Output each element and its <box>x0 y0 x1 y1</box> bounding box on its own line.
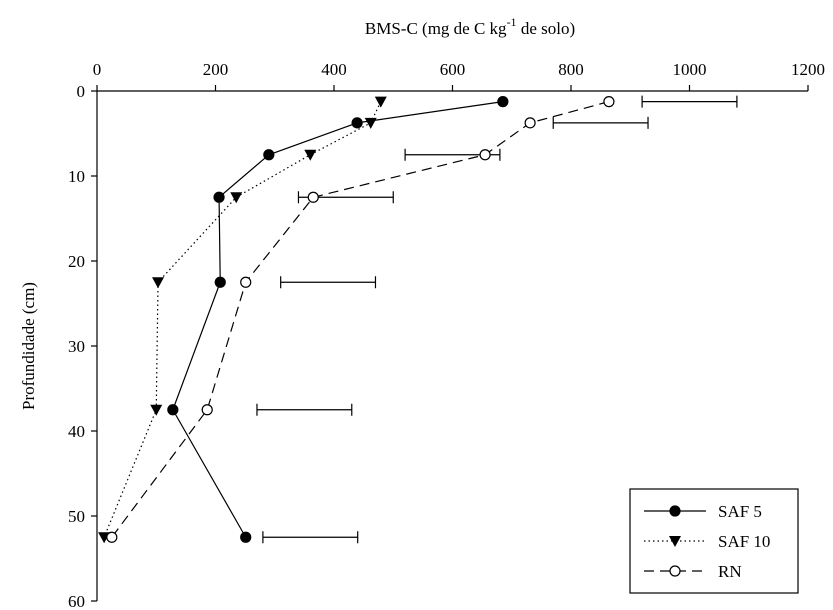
x-tick-label: 600 <box>440 60 466 79</box>
error-bar <box>262 531 359 544</box>
y-tick-label: 50 <box>68 507 85 526</box>
marker <box>374 96 387 108</box>
marker <box>524 117 536 129</box>
y-tick-label: 60 <box>68 592 85 610</box>
x-tick-label: 1200 <box>791 60 825 79</box>
marker <box>304 149 317 161</box>
marker <box>307 191 319 203</box>
marker <box>240 531 252 543</box>
y-tick-label: 30 <box>68 337 85 356</box>
x-title-text: de solo) <box>517 19 576 38</box>
x-title-text: BMS-C (mg de C kg <box>365 19 507 38</box>
y-tick-label: 10 <box>68 167 85 186</box>
marker <box>497 96 509 108</box>
series-line <box>172 101 503 538</box>
legend-box <box>629 488 799 594</box>
error-bar <box>256 403 353 416</box>
y-tick-label: 0 <box>77 82 86 101</box>
error-bar <box>552 116 649 129</box>
legend-label: SAF 10 <box>718 532 770 551</box>
x-tick-label: 400 <box>321 60 347 79</box>
y-tick-label: 20 <box>68 252 85 271</box>
marker <box>201 404 213 416</box>
marker <box>240 276 252 288</box>
marker <box>669 565 681 577</box>
series-line <box>111 101 610 538</box>
x-tick-label: 1000 <box>673 60 707 79</box>
marker <box>213 191 225 203</box>
x-tick-label: 0 <box>93 60 102 79</box>
error-bar <box>641 95 738 108</box>
y-tick-label: 40 <box>68 422 85 441</box>
marker <box>479 149 491 161</box>
marker <box>669 536 681 547</box>
x-tick-label: 800 <box>558 60 584 79</box>
legend: SAF 5 SAF 10 RN <box>629 488 799 594</box>
marker <box>603 96 615 108</box>
marker <box>230 192 243 204</box>
marker <box>214 276 226 288</box>
marker <box>364 117 377 129</box>
x-tick-label: 200 <box>203 60 229 79</box>
marker <box>152 277 165 289</box>
series-line <box>103 101 382 538</box>
marker <box>106 531 118 543</box>
marker <box>150 404 163 416</box>
legend-label: RN <box>718 562 742 581</box>
x-title-sup: -1 <box>507 15 517 29</box>
legend-label: SAF 5 <box>718 502 762 521</box>
marker <box>351 117 363 129</box>
x-axis-title: BMS-C (mg de C kg-1 de solo) <box>365 15 575 38</box>
marker <box>167 404 179 416</box>
marker <box>669 505 681 517</box>
y-axis-title: Profundidade (cm) <box>19 282 38 410</box>
marker <box>263 149 275 161</box>
error-bar <box>280 276 377 289</box>
